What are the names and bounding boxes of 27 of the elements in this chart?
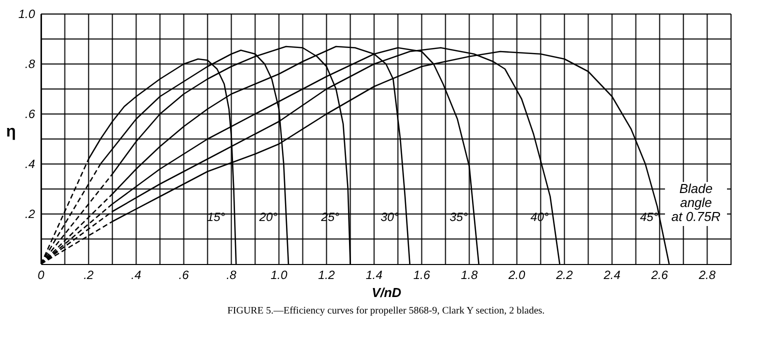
y-tick-label: .4 (24, 157, 36, 171)
y-tick-label: 1.0 (18, 7, 36, 21)
x-tick-label: 1.6 (413, 268, 430, 282)
y-axis-title: η (6, 124, 16, 140)
x-tick-label: .4 (131, 268, 142, 282)
x-tick-label: 1.4 (366, 268, 383, 282)
x-tick-label: .2 (84, 268, 94, 282)
y-tick-label: .8 (24, 57, 36, 71)
x-tick-label: 2.6 (650, 268, 668, 282)
annotation: Blade angle at 0.75R (671, 181, 721, 224)
y-tick-label: .2 (24, 207, 36, 221)
x-tick-label: 2.8 (698, 268, 716, 282)
x-tick-label: 2.2 (555, 268, 574, 282)
x-tick-label: 1.2 (318, 268, 336, 282)
caption: FIGURE 5.—Efficiency curves for propeller 5868-9, Clark Y section, 2 blades. (227, 306, 545, 316)
x-tick-label: 0 (38, 268, 45, 282)
x-tick-label: 1.8 (460, 268, 478, 282)
x-tick-label: .8 (226, 268, 237, 282)
x-axis-title: V/nD (372, 285, 402, 300)
series-label: 45° (640, 210, 658, 224)
x-tick-label: 2.4 (602, 268, 621, 282)
y-tick-label: .6 (24, 107, 36, 121)
x-tick-label: 1.0 (270, 268, 288, 282)
series-label: 20° (258, 210, 278, 224)
x-tick-label: 2.0 (508, 268, 526, 282)
x-tick-label: .6 (178, 268, 190, 282)
series-label: 35° (450, 210, 468, 224)
